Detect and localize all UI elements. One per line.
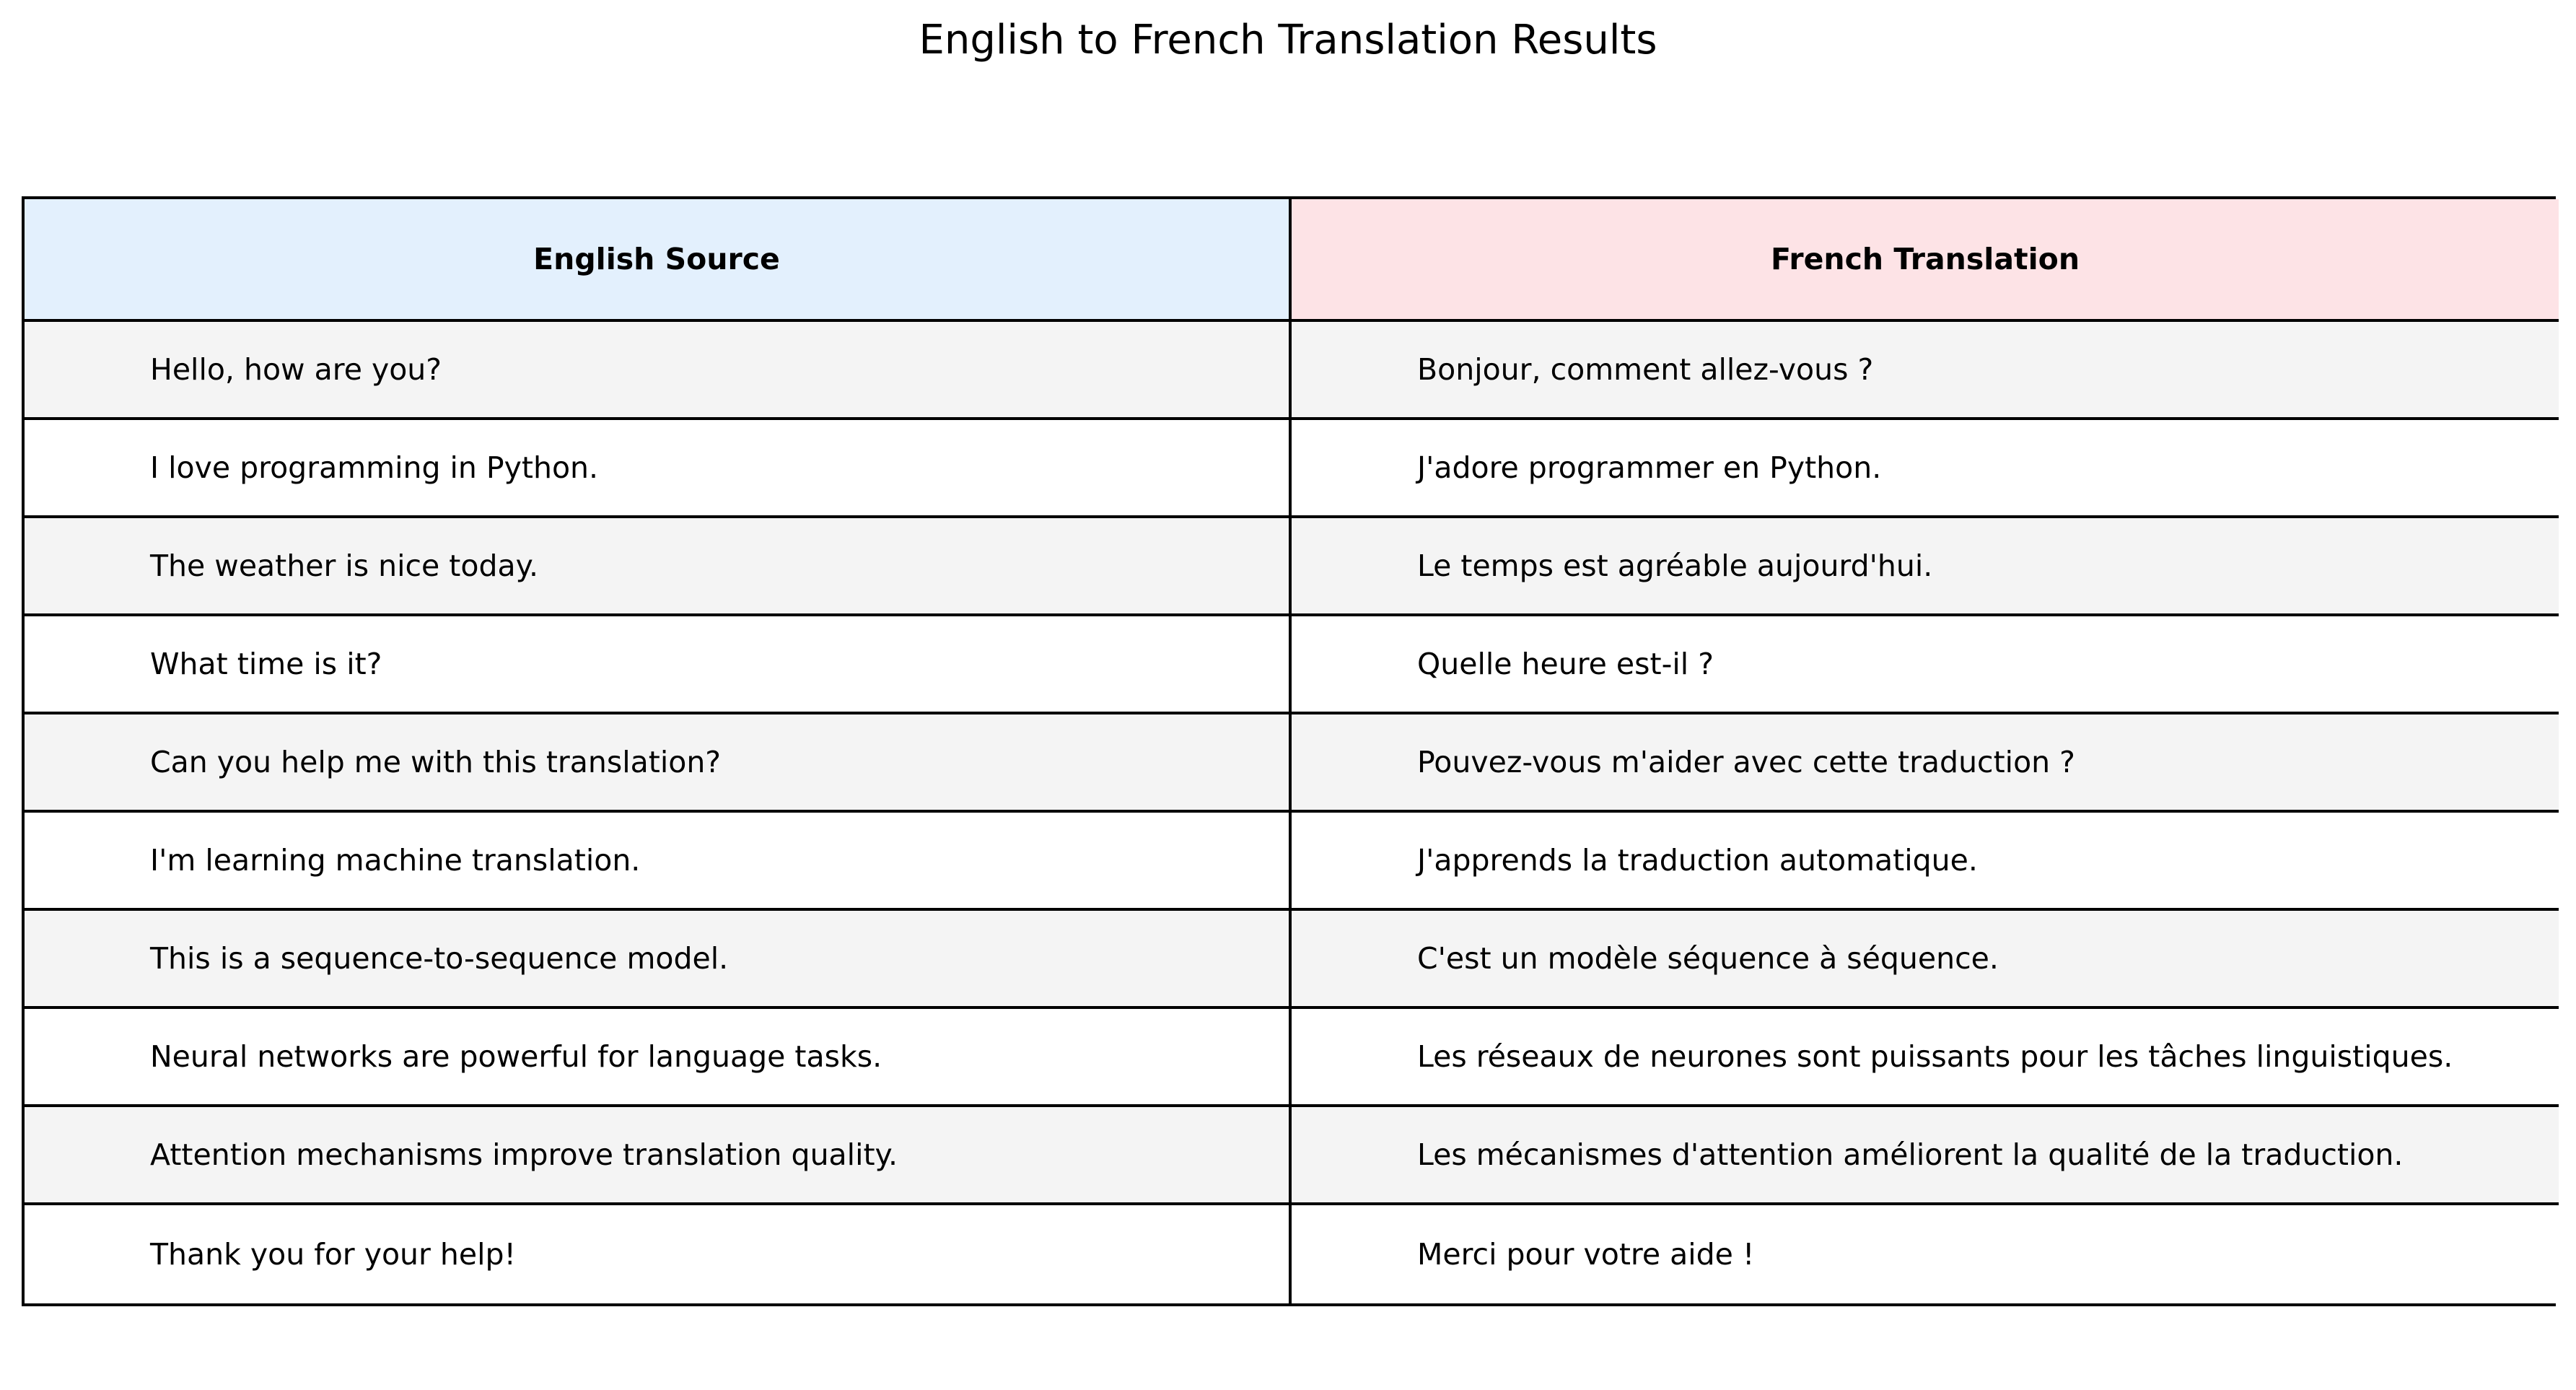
french-translation-cell: Les réseaux de neurones sont puissants p… [1292,1009,2559,1107]
french-translation-cell: Quelle heure est-il ? [1292,616,2559,714]
translation-table: English Source French Translation Hello, h… [22,196,2559,1306]
english-source-cell: The weather is nice today. [25,518,1292,616]
french-translation-cell: Merci pour votre aide ! [1292,1205,2559,1303]
english-source-cell: What time is it? [25,616,1292,714]
english-source-cell: I love programming in Python. [25,420,1292,518]
french-translation-cell: Pouvez-vous m'aider avec cette traductio… [1292,714,2559,813]
english-source-cell: Attention mechanisms improve translation… [25,1107,1292,1205]
french-translation-cell: Bonjour, comment allez-vous ? [1292,322,2559,420]
english-source-cell: I'm learning machine translation. [25,813,1292,911]
page-title: English to French Translation Results [919,17,1657,64]
french-translation-cell: Le temps est agréable aujourd'hui. [1292,518,2559,616]
french-translation-cell: J'adore programmer en Python. [1292,420,2559,518]
french-translation-cell: C'est un modèle séquence à séquence. [1292,911,2559,1009]
column-header-english: English Source [25,199,1292,322]
english-source-cell: Thank you for your help! [25,1205,1292,1303]
french-translation-cell: Les mécanismes d'attention améliorent la… [1292,1107,2559,1205]
column-header-french: French Translation [1292,199,2559,322]
english-source-cell: Hello, how are you? [25,322,1292,420]
english-source-cell: This is a sequence-to-sequence model. [25,911,1292,1009]
english-source-cell: Neural networks are powerful for languag… [25,1009,1292,1107]
english-source-cell: Can you help me with this translation? [25,714,1292,813]
french-translation-cell: J'apprends la traduction automatique. [1292,813,2559,911]
